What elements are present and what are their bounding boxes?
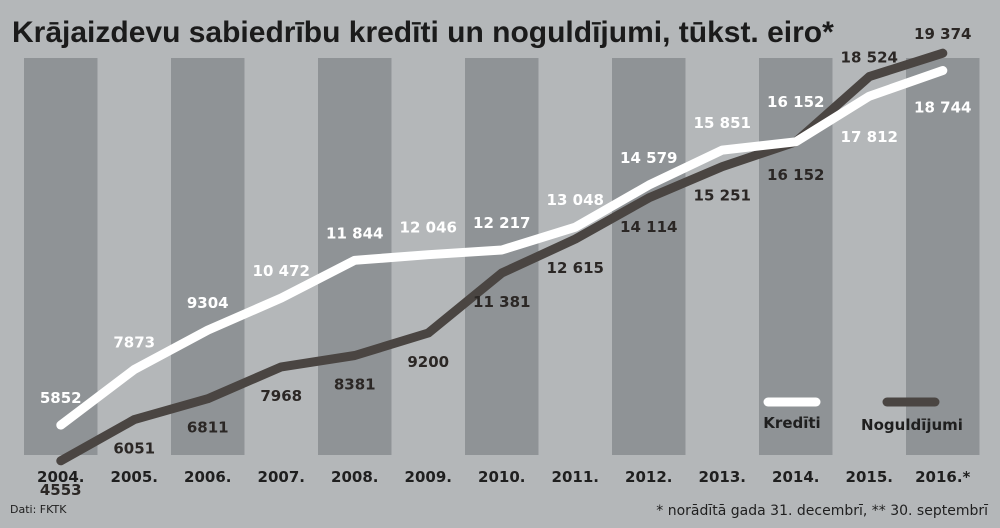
chart-title: Krājaizdevu sabiedrību kredīti un noguld… [12,16,834,49]
noguldijumi-label-11: 18 524 [841,49,898,67]
noguldijumi-label-3: 7968 [260,387,302,405]
year-band-3 [244,58,318,455]
legend-kredits-label: Kredīti [763,414,820,432]
year-band-0 [24,58,98,455]
legend: Kredīti Noguldījumi [763,397,963,434]
x-tick-1: 2005. [111,468,158,486]
x-tick-7: 2011. [552,468,599,486]
noguldijumi-label-4: 8381 [334,376,376,394]
x-tick-4: 2008. [331,468,378,486]
year-band-8 [612,58,686,455]
kredits-label-5: 12 046 [400,219,457,237]
noguldijumi-label-0: 4553 [40,481,82,499]
kredits-label-7: 13 048 [547,191,604,209]
kredits-label-1: 7873 [113,333,155,351]
x-tick-2: 2006. [184,468,231,486]
kredits-label-6: 12 217 [473,214,530,232]
noguldijumi-label-1: 6051 [113,440,155,458]
kredits-label-0: 5852 [40,389,82,407]
x-tick-5: 2009. [405,468,452,486]
year-band-7 [538,58,612,455]
year-band-1 [97,58,171,455]
legend-noguldijumi-label: Noguldījumi [861,416,963,434]
year-bands [24,58,980,455]
x-tick-6: 2010. [478,468,525,486]
x-tick-12: 2016.* [915,468,970,486]
x-tick-0: 2004. [37,468,84,486]
year-band-6 [465,58,539,455]
kredits-label-10: 16 152 [767,93,824,111]
noguldijumi-label-12: 19 374 [914,25,971,43]
x-tick-11: 2015. [846,468,893,486]
year-band-9 [685,58,759,455]
x-tick-8: 2012. [625,468,672,486]
noguldijumi-label-10: 16 152 [767,166,824,184]
kredits-label-3: 10 472 [253,262,310,280]
x-tick-3: 2007. [258,468,305,486]
year-band-11 [832,58,906,455]
series-lines [56,48,948,466]
noguldijumi-label-9: 15 251 [694,187,751,205]
kredits-label-2: 9304 [187,294,229,312]
noguldijumi-label-7: 12 615 [547,259,604,277]
kredits-label-4: 11 844 [326,224,383,242]
kredits-label-8: 14 579 [620,149,677,167]
noguldijumi-label-6: 11 381 [473,293,530,311]
x-tick-10: 2014. [772,468,819,486]
x-axis-ticks: 2004. 2005. 2006. 2007. 2008. 2009. 2010. 2011.… [37,468,971,486]
noguldijumi-label-5: 9200 [407,353,449,371]
x-tick-9: 2013. [699,468,746,486]
source-note: Dati: FKTK [10,503,67,516]
kredits-label-12: 18 744 [914,99,971,117]
data-labels: 5852 4553 7873 6051 9304 6811 10 472 7968 11 844… [40,25,972,499]
year-band-12 [906,58,980,455]
kredits-label-11: 17 812 [841,128,898,146]
footnote: * norādītā gada 31. decembrī, ** 30. sep… [656,503,988,519]
series-line-kredits [56,66,948,430]
noguldijumi-label-8: 14 114 [620,218,677,236]
noguldijumi-label-2: 6811 [187,419,229,437]
kredits-label-9: 15 851 [694,114,751,132]
